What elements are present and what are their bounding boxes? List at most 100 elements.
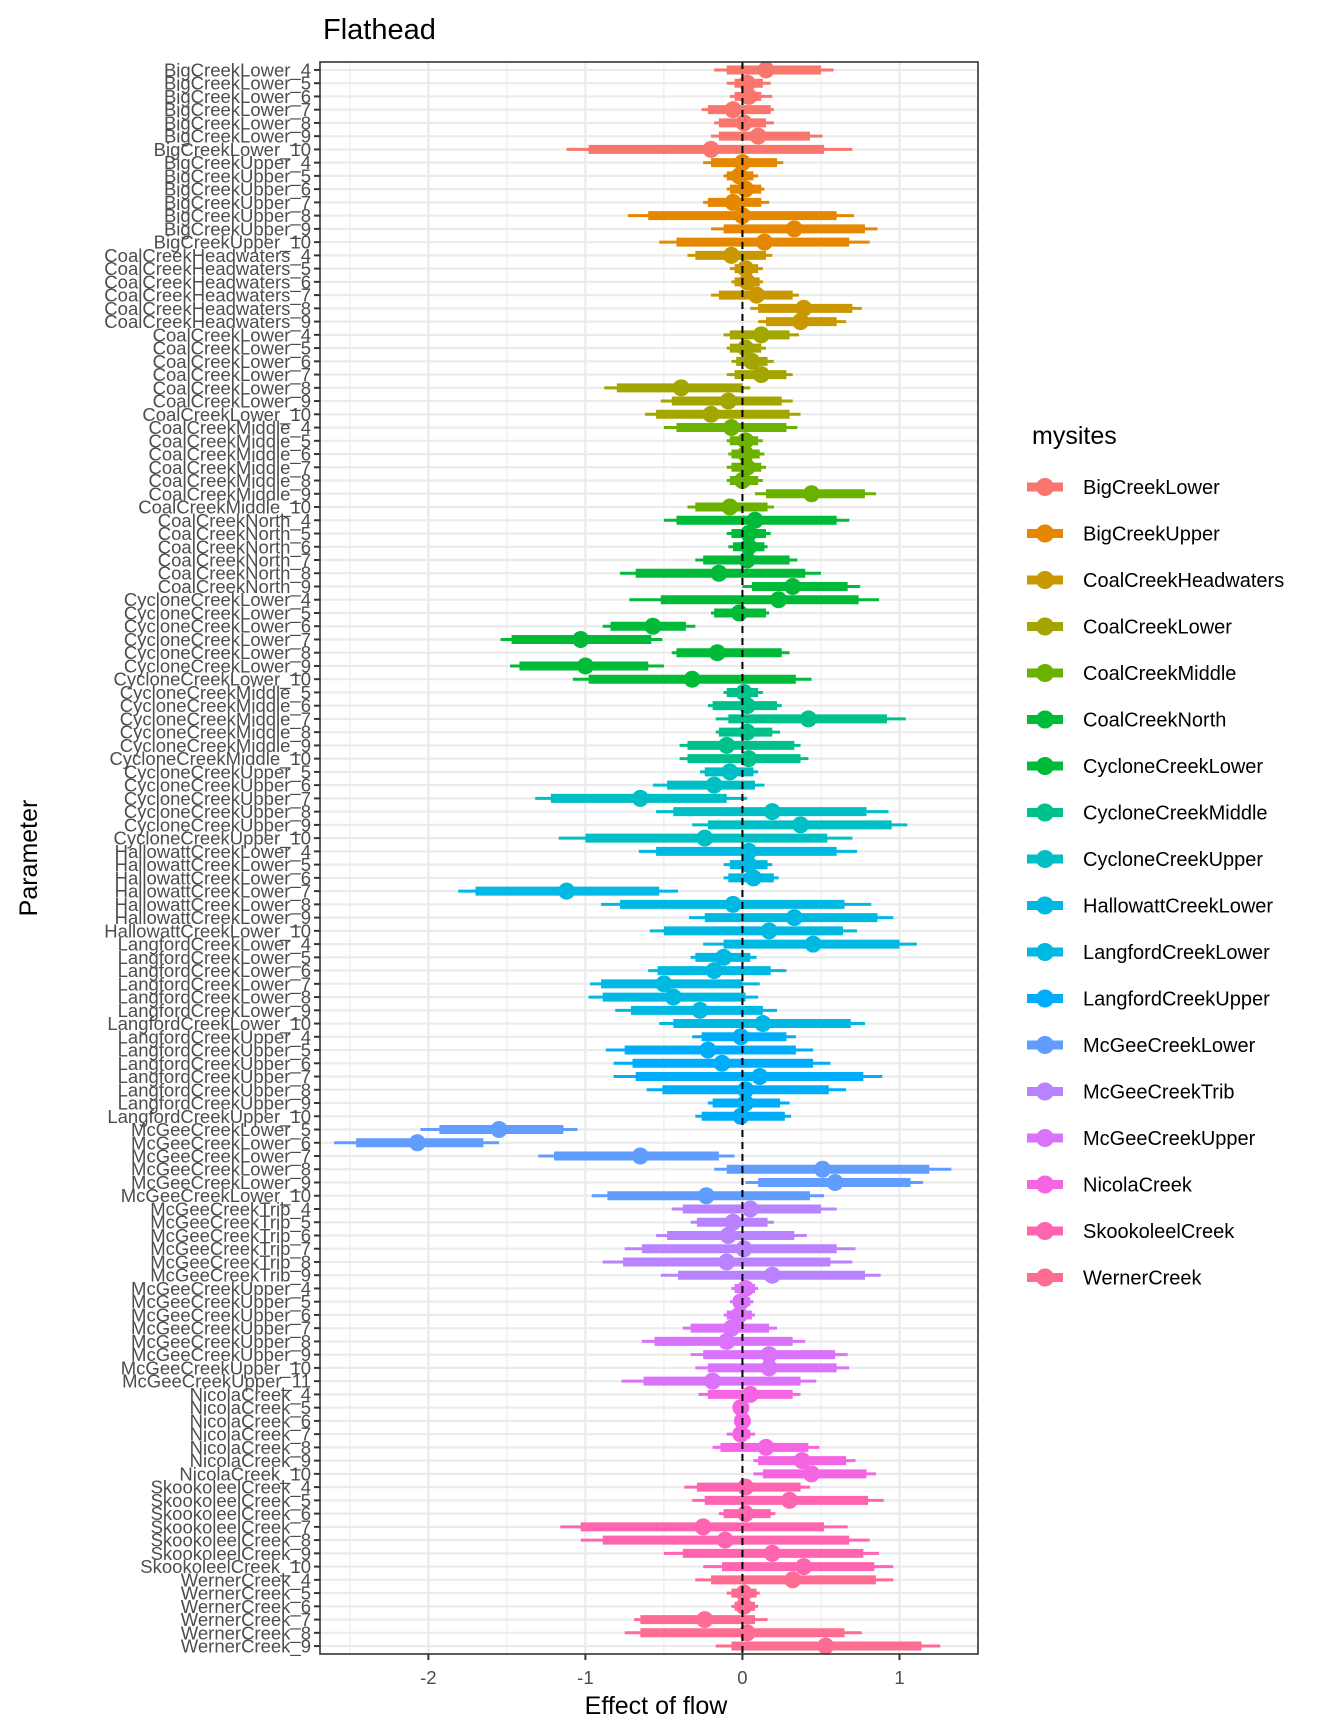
interval-row [646,1081,847,1099]
median-point [795,1558,813,1576]
median-point [696,1611,714,1629]
median-point [490,1121,508,1139]
median-point [784,1571,802,1589]
legend-label: HallowattCreekLower [1083,896,1273,918]
median-point [724,1213,742,1231]
legend-label: NicolaCreek [1083,1175,1193,1197]
interval-row [663,1544,880,1562]
y-tick-label: NicolaCreek_9 [190,1450,311,1472]
y-tick-label: CoalCreekHeadwaters_9 [104,311,311,333]
legend-label: LangfordCreekUpper [1083,989,1270,1011]
interval-row [703,1558,894,1576]
median-point [740,538,758,556]
interval-row [580,1531,870,1549]
legend-label: CycloneCreekUpper [1083,849,1263,871]
median-point [718,1253,736,1271]
y-tick-label: SkookoleelCreek_9 [151,1543,311,1565]
y-tick-label: CycloneCreekUpper_10 [114,828,311,850]
interval-row [728,445,765,463]
interval-row [723,856,773,874]
median-point [740,87,758,105]
y-tick-label: CycloneCreekMiddle_5 [120,682,311,704]
median-point [792,816,810,834]
y-tick-label: McGeeCreekLower_10 [121,1185,311,1207]
median-point [644,617,662,635]
interval-row [731,1279,759,1297]
interval-row [671,1200,837,1218]
legend-item: LangfordCreekUpper [1027,989,1270,1011]
y-tick-label: NicolaCreek_5 [190,1397,311,1419]
interval-row [558,829,853,847]
y-axis-title: Parameter [15,800,43,917]
legend-label: LangfordCreekLower [1083,942,1270,964]
y-tick-label: SkookoleelCreek_5 [151,1490,311,1512]
interval-row [621,1372,817,1390]
median-point [760,1346,778,1364]
interval-row [629,591,880,609]
y-tick-label: SkookoleelCreek_4 [151,1477,311,1499]
interval-row [656,803,889,821]
median-point [817,1637,835,1655]
legend-item: CoalCreekNorth [1027,710,1226,732]
interval-row [601,895,872,913]
median-point [732,1028,750,1046]
legend-item: CoalCreekMiddle [1027,663,1236,685]
median-point [699,1041,717,1059]
interval-row [723,326,799,344]
y-tick-label: McGeeCreekUpper_4 [131,1278,311,1300]
median-point [683,670,701,688]
interval-row [753,1452,856,1470]
y-tick-label: McGeeCreekUpper_7 [131,1318,311,1340]
y-tick-label: CycloneCreekUpper_9 [124,814,311,836]
interval-row [750,299,862,317]
y-tick-label: NicolaCreek_10 [179,1463,311,1485]
y-tick-label: CoalCreekNorth_4 [158,510,311,532]
interval-row [711,286,799,304]
y-tick-label: HallowattCreekLower_10 [104,920,311,942]
y-tick-label: LangfordCreekLower_8 [118,987,311,1009]
y-tick-label: McGeeCreekLower_5 [131,1119,311,1141]
interval-row [659,1015,865,1033]
y-tick-label: BigCreekLower_5 [164,73,311,95]
median-point [738,697,756,715]
median-point [737,1094,755,1112]
median-point [793,1452,811,1470]
interval-row [758,313,847,331]
y-tick-label: WernerCreek_7 [181,1609,311,1631]
y-tick-label: McGeeCreekLower_9 [131,1172,311,1194]
legend-item: WernerCreek [1027,1268,1203,1290]
median-point [743,352,761,370]
y-tick-label: CycloneCreekLower_6 [124,616,311,638]
y-tick-label: CoalCreekLower_6 [153,351,311,373]
y-tick-label: CoalCreekNorth_6 [158,536,311,558]
median-point [740,750,758,768]
median-point [735,1597,753,1615]
legend-item: BigCreekLower [1027,477,1220,499]
y-tick-label: LangfordCreekUpper_8 [118,1079,311,1101]
legend-key-point [1036,896,1054,915]
y-tick-label: CycloneCreekMiddle_10 [109,748,311,770]
median-point [691,1001,709,1019]
median-point [826,1173,844,1191]
x-axis-title: Effect of flow [585,1692,729,1720]
legend-key-point [1036,757,1054,775]
y-tick-label: McGeeCreekTrib_5 [150,1212,311,1234]
interval-row [613,1054,831,1072]
median-point [724,895,742,913]
interval-row [731,273,763,291]
interval-row [711,127,823,145]
y-tick-label: CoalCreekMiddle_7 [149,457,311,479]
median-point [781,1491,799,1509]
y-tick-label: LangfordCreekLower_4 [118,934,311,956]
legend-item: McGeeCreekLower [1027,1035,1256,1057]
interval-row [712,1438,820,1456]
y-tick-label: CycloneCreekUpper_7 [124,788,311,810]
legend-label: CycloneCreekLower [1083,756,1263,778]
y-tick-label: NicolaCreek_4 [190,1384,311,1406]
interval-row [726,525,771,543]
interval-row [659,233,870,251]
interval-row [420,1121,578,1139]
interval-row [689,909,894,927]
interval-row [726,1584,760,1602]
interval-row [726,339,766,357]
